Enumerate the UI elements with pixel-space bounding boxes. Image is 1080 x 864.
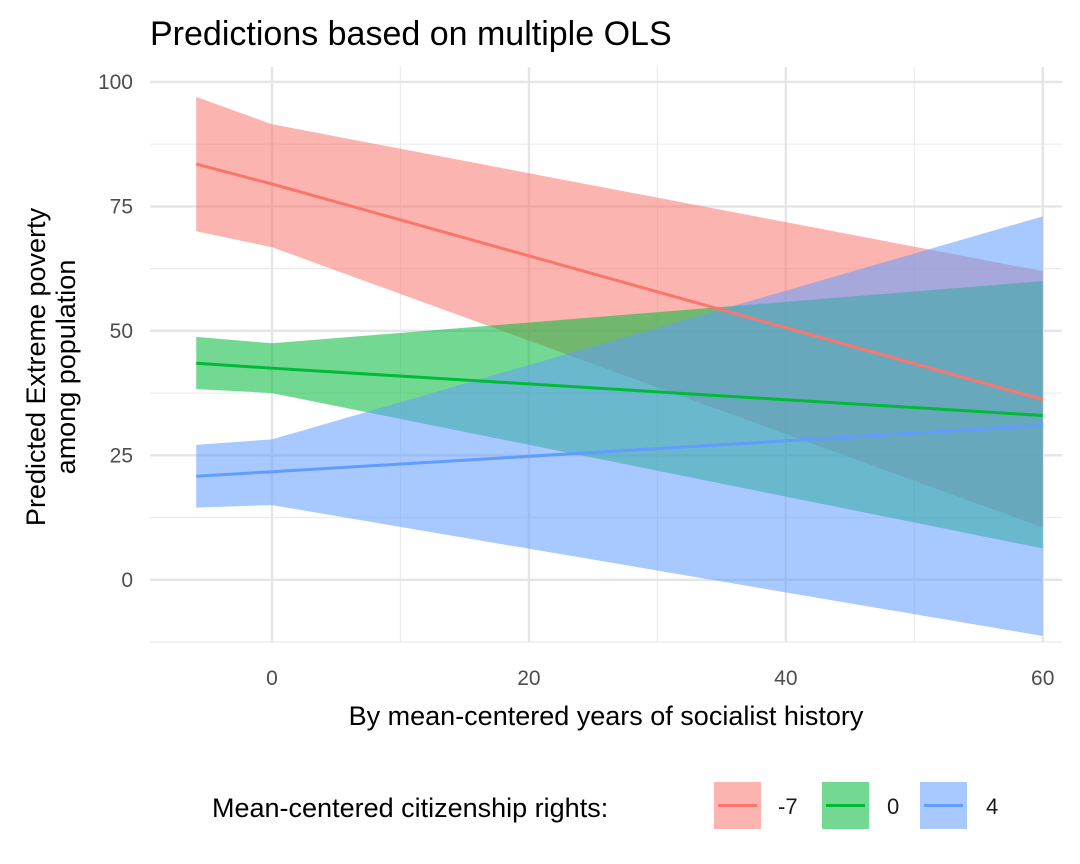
ribbon-series-4 xyxy=(196,216,1043,637)
legend-title: Mean-centered citizenship rights: xyxy=(212,793,608,823)
y-axis-title: Predicted Extreme poverty among populati… xyxy=(21,207,81,526)
legend-label-4: 4 xyxy=(986,794,998,819)
y-tick-label: 75 xyxy=(110,195,133,218)
prediction-lines xyxy=(195,162,1044,478)
y-tick-label: 0 xyxy=(121,569,133,592)
confidence-ribbons xyxy=(196,96,1043,637)
y-tick-label: 50 xyxy=(110,320,133,343)
legend-label-0: 0 xyxy=(887,794,899,819)
line-series--7 xyxy=(195,162,1044,401)
x-axis-title: By mean-centered years of socialist hist… xyxy=(349,701,864,731)
x-tick-label: 40 xyxy=(774,667,797,690)
line-series-4 xyxy=(196,423,1043,478)
x-tick-label: 20 xyxy=(517,667,540,690)
y-tick-label: 25 xyxy=(110,444,133,467)
x-tick-label: 60 xyxy=(1031,667,1054,690)
legend: Mean-centered citizenship rights: -7 0 4 xyxy=(212,782,998,829)
x-axis-tick-labels: 0 20 40 60 xyxy=(266,667,1054,690)
chart-title: Predictions based on multiple OLS xyxy=(150,15,672,53)
legend-label--7: -7 xyxy=(778,794,798,819)
y-axis-tick-labels: 0 25 50 75 100 xyxy=(98,71,133,592)
y-axis-title-line-1: Predicted Extreme poverty xyxy=(21,207,51,526)
y-tick-label: 100 xyxy=(98,71,133,94)
line-series-0 xyxy=(196,361,1043,417)
y-axis-title-line-2: among population xyxy=(51,260,81,475)
x-tick-label: 0 xyxy=(266,667,278,690)
